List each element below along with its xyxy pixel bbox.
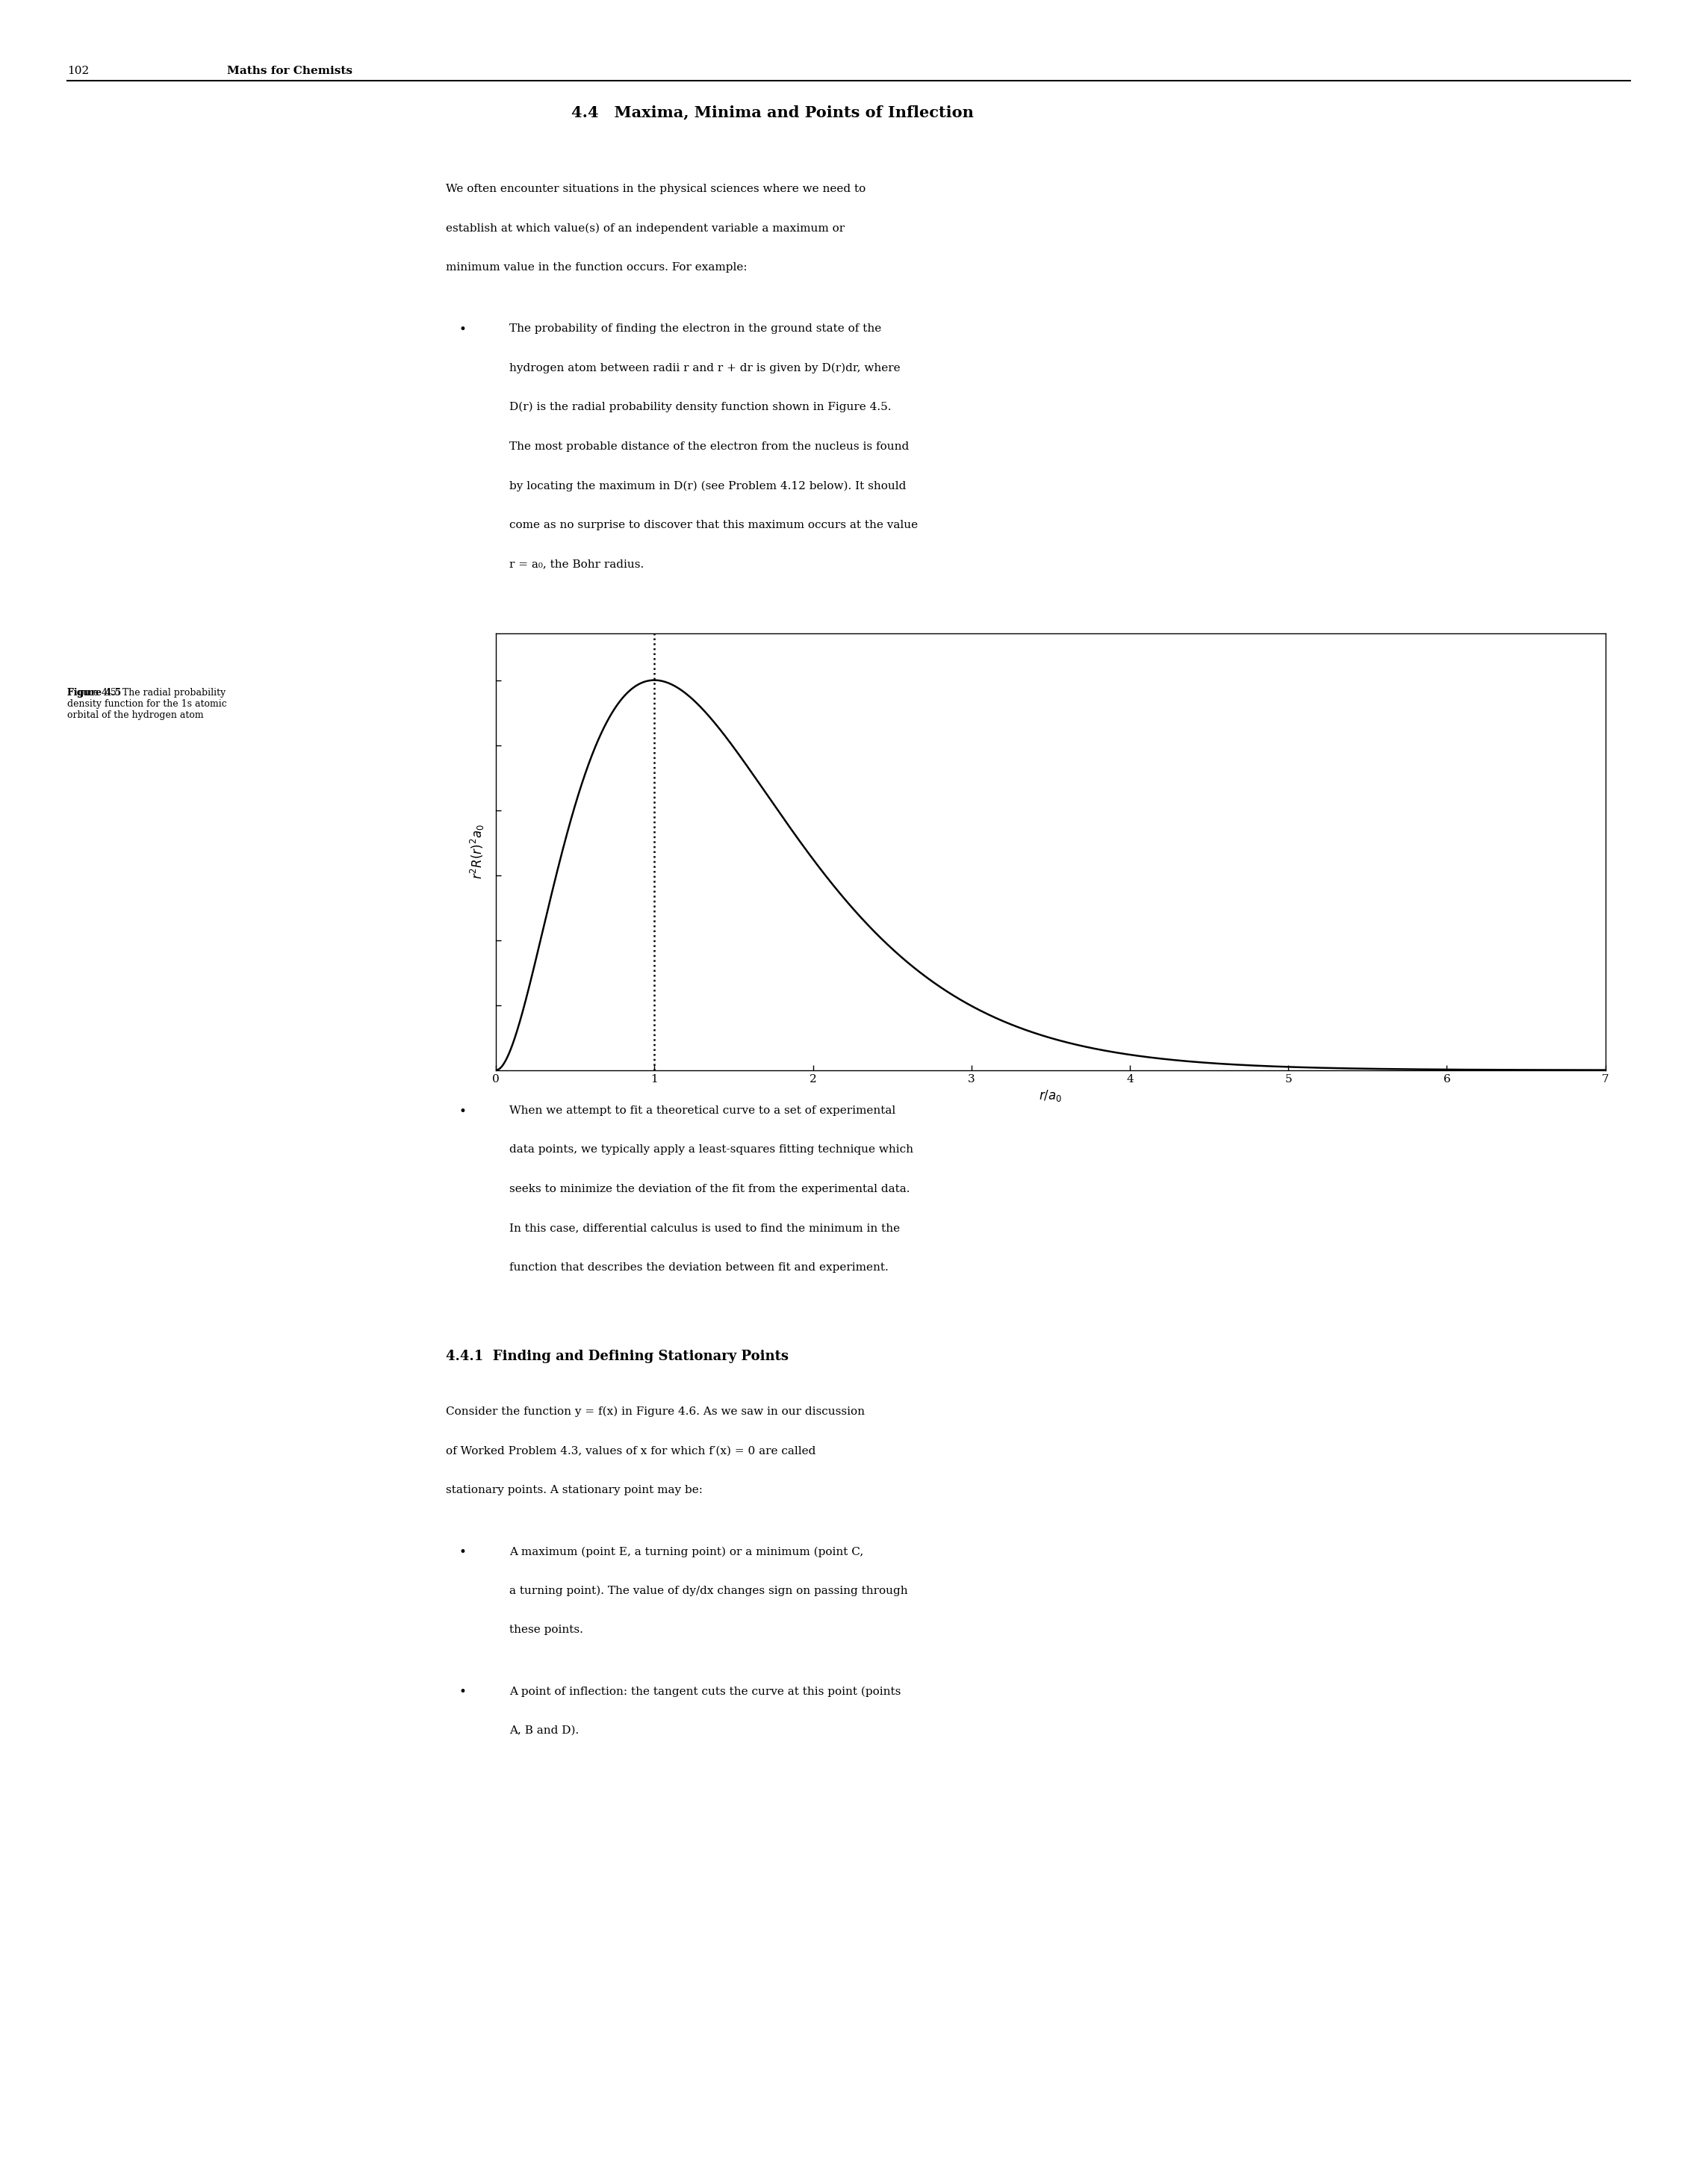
Text: function that describes the deviation between fit and experiment.: function that describes the deviation be… xyxy=(509,1262,889,1273)
Text: minimum value in the function occurs. For example:: minimum value in the function occurs. Fo… xyxy=(445,262,746,273)
Text: hydrogen atom between radii r and r + dr is given by D(r)dr, where: hydrogen atom between radii r and r + dr… xyxy=(509,363,901,373)
Text: by locating the maximum in D(r) (see Problem 4.12 below). It should: by locating the maximum in D(r) (see Pro… xyxy=(509,480,906,491)
Text: In this case, differential calculus is used to find the minimum in the: In this case, differential calculus is u… xyxy=(509,1223,899,1234)
Text: 4.4 Maxima, Minima and Points of Inflection: 4.4 Maxima, Minima and Points of Inflect… xyxy=(572,105,973,120)
Text: r = a₀, the Bohr radius.: r = a₀, the Bohr radius. xyxy=(509,559,644,570)
Text: When we attempt to fit a theoretical curve to a set of experimental: When we attempt to fit a theoretical cur… xyxy=(509,1105,896,1116)
Text: a turning point). The value of dy/dx changes sign on passing through: a turning point). The value of dy/dx cha… xyxy=(509,1586,908,1597)
Text: 102: 102 xyxy=(67,66,89,76)
Text: The most probable distance of the electron from the nucleus is found: The most probable distance of the electr… xyxy=(509,441,909,452)
Text: Figure 4.5: Figure 4.5 xyxy=(67,688,121,697)
Text: We often encounter situations in the physical sciences where we need to: We often encounter situations in the phy… xyxy=(445,183,866,194)
Text: •: • xyxy=(459,1105,466,1118)
Text: A point of inflection: the tangent cuts the curve at this point (points: A point of inflection: the tangent cuts … xyxy=(509,1686,901,1697)
Text: stationary points. A stationary point may be:: stationary points. A stationary point ma… xyxy=(445,1485,703,1496)
Text: Figure 4.5  The radial probability
density function for the 1s atomic
orbital of: Figure 4.5 The radial probability densit… xyxy=(67,688,227,721)
Text: establish at which value(s) of an independent variable a maximum or: establish at which value(s) of an indepe… xyxy=(445,223,844,234)
X-axis label: $r/a_0$: $r/a_0$ xyxy=(1039,1088,1062,1103)
Text: of Worked Problem 4.3, values of x for which f′(x) = 0 are called: of Worked Problem 4.3, values of x for w… xyxy=(445,1446,815,1457)
Text: seeks to minimize the deviation of the fit from the experimental data.: seeks to minimize the deviation of the f… xyxy=(509,1184,909,1195)
Text: 4.4.1  Finding and Defining Stationary Points: 4.4.1 Finding and Defining Stationary Po… xyxy=(445,1350,788,1363)
Text: Consider the function y = f(x) in Figure 4.6. As we saw in our discussion: Consider the function y = f(x) in Figure… xyxy=(445,1406,864,1417)
Text: The probability of finding the electron in the ground state of the: The probability of finding the electron … xyxy=(509,323,881,334)
Text: come as no surprise to discover that this maximum occurs at the value: come as no surprise to discover that thi… xyxy=(509,520,918,531)
Text: •: • xyxy=(459,1686,466,1699)
Y-axis label: $r^2R(r)^2a_0$: $r^2R(r)^2a_0$ xyxy=(469,823,486,880)
Text: A maximum (point E, a turning point) or a minimum (point C,: A maximum (point E, a turning point) or … xyxy=(509,1546,864,1557)
Text: •: • xyxy=(459,1546,466,1559)
Text: A, B and D).: A, B and D). xyxy=(509,1725,578,1736)
Text: Maths for Chemists: Maths for Chemists xyxy=(227,66,353,76)
Text: D(r) is the radial probability density function shown in Figure 4.5.: D(r) is the radial probability density f… xyxy=(509,402,891,413)
Text: data points, we typically apply a least-squares fitting technique which: data points, we typically apply a least-… xyxy=(509,1144,913,1155)
Text: •: • xyxy=(459,323,466,336)
Text: these points.: these points. xyxy=(509,1625,583,1636)
